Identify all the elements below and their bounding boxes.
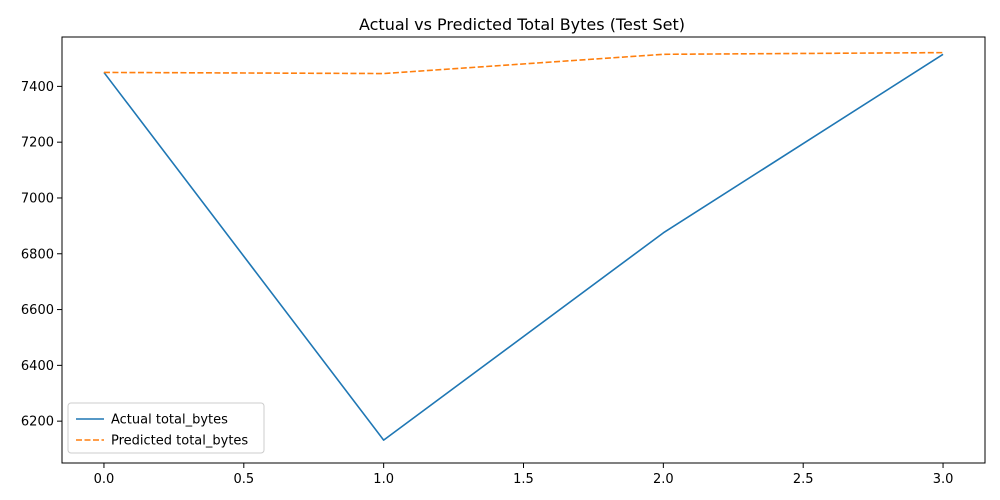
series-layer [103,51,944,441]
x-axis: 0.0 0.5 1.0 1.5 2.0 2.5 3.0 [94,463,954,487]
series-line-predicted [103,51,944,75]
x-tick-label: 1.5 [513,472,534,487]
y-tick-label: 6400 [21,359,54,374]
chart-title: Actual vs Predicted Total Bytes (Test Se… [359,15,685,34]
y-tick-label: 7000 [21,191,54,206]
y-tick-label: 6800 [21,247,54,262]
legend-label: Actual total_bytes [111,413,228,428]
y-tick-label: 7200 [21,136,54,151]
x-tick-label: 2.5 [793,472,814,487]
legend-label: Predicted total_bytes [111,434,248,449]
legend-box [67,402,265,454]
legend: Actual total_bytes Predicted total_bytes [67,402,265,454]
y-axis: 6200 6400 6600 6800 7000 7200 7400 [21,80,62,430]
x-tick-label: 0.0 [94,472,115,487]
y-tick-label: 6200 [21,415,54,430]
x-tick-label: 3.0 [933,472,954,487]
y-tick-label: 6600 [21,303,54,318]
y-tick-label: 7400 [21,80,54,95]
plot-area-frame [61,36,986,464]
x-tick-label: 2.0 [653,472,674,487]
x-tick-label: 1.0 [373,472,394,487]
x-tick-label: 0.5 [233,472,254,487]
series-line-actual [103,53,944,441]
